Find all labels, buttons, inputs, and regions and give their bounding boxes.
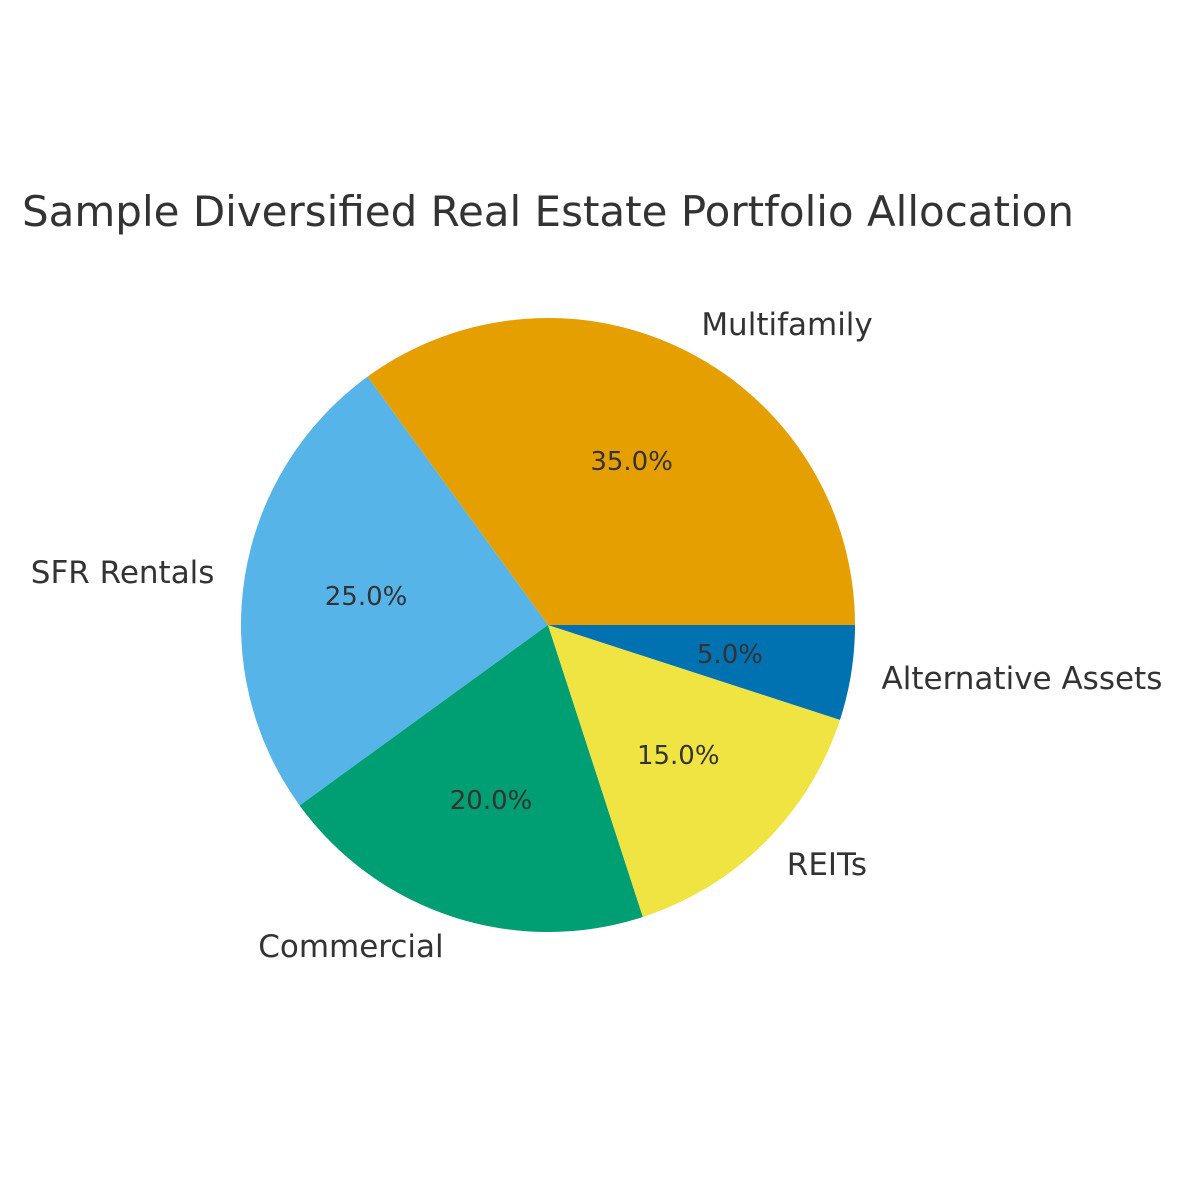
category-label: SFR Rentals [31, 555, 215, 591]
percent-label: 35.0% [590, 447, 673, 477]
category-label: Commercial [258, 929, 443, 965]
pie-slice-sfr-rentals [241, 376, 548, 806]
percent-label: 20.0% [450, 786, 533, 816]
category-label: Alternative Assets [882, 661, 1163, 697]
percent-label: 15.0% [637, 741, 720, 771]
pie-slice-alternative-assets [548, 625, 855, 720]
pie-slice-commercial [299, 625, 643, 932]
pie-slice-reits [548, 625, 840, 917]
category-label: REITs [787, 847, 867, 883]
chart-title: Sample Diversified Real Estate Portfolio… [22, 187, 1074, 236]
pie-slice-multifamily [367, 317, 855, 625]
percent-label: 25.0% [325, 582, 408, 612]
percent-label: 5.0% [697, 640, 763, 670]
category-label: Multifamily [701, 307, 872, 343]
